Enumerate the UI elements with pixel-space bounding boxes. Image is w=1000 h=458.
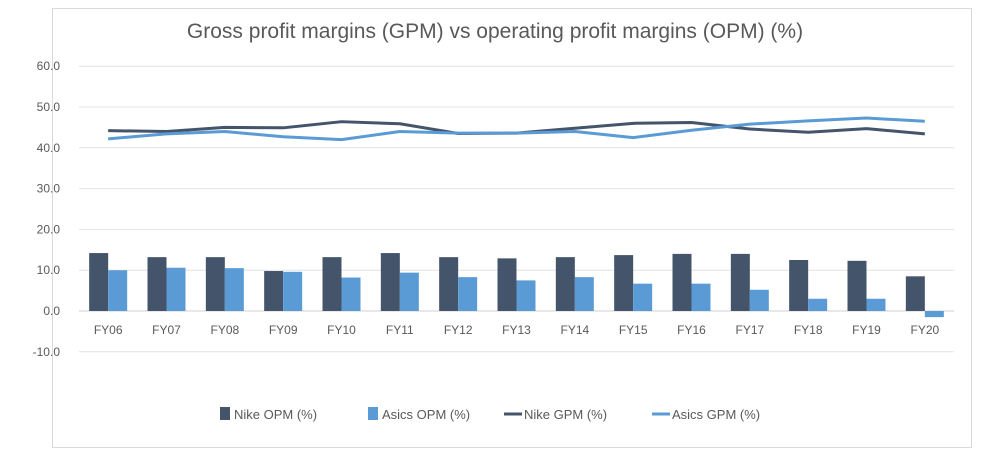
bar-nike-opm — [205, 257, 225, 311]
y-tick-label: 10.0 — [37, 263, 61, 277]
bar-nike-opm — [439, 257, 459, 311]
x-tick-label: FY07 — [152, 323, 181, 337]
bar-nike-opm — [555, 257, 575, 311]
bar-asics-opm — [458, 277, 478, 311]
bar-nike-opm — [322, 257, 342, 311]
legend-label: Nike GPM (%) — [524, 407, 607, 422]
x-tick-label: FY18 — [794, 323, 823, 337]
bar-asics-opm — [633, 283, 653, 311]
legend-label: Nike OPM (%) — [234, 407, 317, 422]
chart-title: Gross profit margins (GPM) vs operating … — [187, 20, 803, 43]
y-tick-label: 40.0 — [37, 141, 61, 155]
x-tick-label: FY15 — [619, 323, 648, 337]
x-tick-label: FY14 — [560, 323, 589, 337]
y-tick-label: -10.0 — [33, 345, 61, 359]
legend-swatch — [368, 407, 378, 420]
bar-asics-opm — [866, 298, 886, 311]
y-tick-label: 30.0 — [37, 182, 61, 196]
bar-asics-opm — [574, 277, 594, 311]
y-tick-label: 60.0 — [37, 59, 61, 73]
x-tick-label: FY12 — [444, 323, 473, 337]
legend-label: Asics GPM (%) — [672, 407, 760, 422]
bar-asics-opm — [283, 271, 303, 311]
bar-asics-opm — [808, 298, 828, 311]
x-tick-label: FY06 — [94, 323, 123, 337]
legend-label: Asics OPM (%) — [382, 407, 470, 422]
bar-nike-opm — [89, 253, 109, 311]
bar-nike-opm — [730, 253, 750, 311]
bar-nike-opm — [672, 253, 692, 311]
bar-nike-opm — [264, 271, 284, 311]
x-tick-label: FY10 — [327, 323, 356, 337]
bar-asics-opm — [108, 270, 128, 311]
x-tick-label: FY09 — [269, 323, 298, 337]
x-tick-label: FY11 — [386, 323, 414, 337]
bar-asics-opm — [691, 283, 711, 311]
x-tick-label: FY19 — [852, 323, 881, 337]
bar-asics-opm — [399, 272, 419, 311]
bar-nike-opm — [497, 258, 517, 311]
bar-nike-opm — [614, 255, 634, 311]
bar-nike-opm — [380, 253, 400, 311]
x-tick-label: FY16 — [677, 323, 706, 337]
line-asics-gpm — [108, 116, 925, 142]
bar-asics-opm — [924, 311, 944, 318]
y-tick-label: 0.0 — [43, 304, 60, 318]
y-tick-label: 50.0 — [37, 100, 61, 114]
bar-asics-opm — [749, 289, 769, 311]
bar-asics-opm — [516, 280, 536, 311]
bar-asics-opm — [224, 268, 244, 311]
bar-nike-opm — [147, 257, 167, 311]
x-tick-label: FY08 — [210, 323, 239, 337]
bar-nike-opm — [847, 260, 867, 311]
bar-nike-opm — [905, 276, 925, 311]
legend-swatch — [220, 407, 230, 420]
x-tick-label: FY13 — [502, 323, 531, 337]
bar-asics-opm — [341, 277, 361, 311]
x-tick-label: FY20 — [910, 323, 939, 337]
bar-nike-opm — [789, 260, 809, 311]
chart-frame — [52, 8, 972, 448]
x-tick-label: FY17 — [735, 323, 764, 337]
y-tick-label: 20.0 — [37, 222, 61, 236]
bar-asics-opm — [166, 267, 186, 311]
